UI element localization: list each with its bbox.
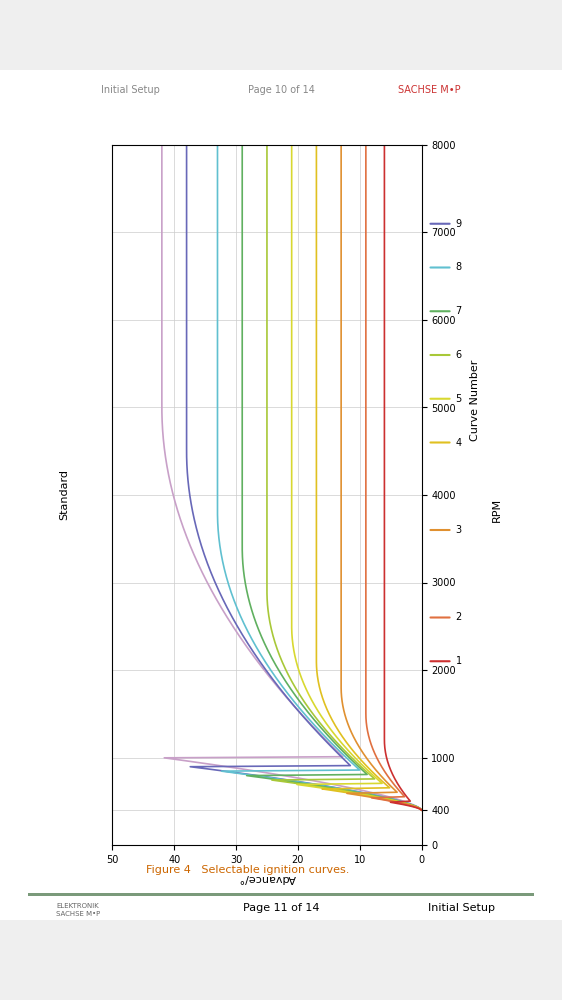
Text: 8: 8 [456, 262, 461, 272]
Text: Initial Setup: Initial Setup [101, 85, 160, 95]
X-axis label: Advance/°: Advance/° [238, 873, 296, 883]
Text: 2: 2 [456, 612, 462, 622]
Text: 7: 7 [456, 306, 462, 316]
Text: Page 10 of 14: Page 10 of 14 [248, 85, 314, 95]
Text: 3: 3 [456, 525, 461, 535]
Text: Initial Setup: Initial Setup [428, 903, 495, 913]
Text: SACHSE M•P: SACHSE M•P [398, 85, 461, 95]
Text: Curve Number: Curve Number [470, 359, 480, 441]
Text: Page 11 of 14: Page 11 of 14 [243, 903, 319, 913]
Text: 9: 9 [456, 219, 461, 229]
Text: 1: 1 [456, 656, 461, 666]
Text: Standard: Standard [60, 470, 70, 520]
Text: 4: 4 [456, 438, 461, 448]
Text: RPM: RPM [492, 498, 502, 522]
Text: 5: 5 [456, 394, 462, 404]
Text: ELEKTRONIK
SACHSE M•P: ELEKTRONIK SACHSE M•P [56, 903, 101, 917]
Text: 6: 6 [456, 350, 461, 360]
Text: Figure 4   Selectable ignition curves.: Figure 4 Selectable ignition curves. [146, 865, 350, 875]
